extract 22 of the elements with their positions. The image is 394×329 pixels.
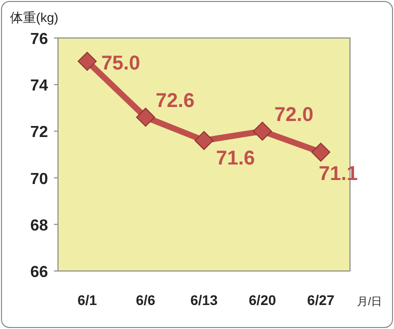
y-tick-label: 66 <box>30 264 48 281</box>
x-axis-title: 月/日 <box>356 296 382 308</box>
x-tick-label: 6/20 <box>248 292 276 308</box>
y-tick-label: 68 <box>30 217 48 234</box>
point <box>136 108 156 127</box>
x-tick-label: 6/6 <box>136 292 156 308</box>
y-axis-title: 体重(kg) <box>10 10 58 25</box>
data-label: 75.0 <box>101 52 140 74</box>
x-tick-label: 6/27 <box>307 292 335 308</box>
data-label: 72.0 <box>274 104 314 126</box>
y-tick-label: 76 <box>30 31 48 48</box>
y-tick-label: 72 <box>30 124 48 142</box>
y-tick-label: 70 <box>30 170 48 188</box>
point <box>194 131 214 150</box>
point <box>311 142 330 162</box>
x-tick-label: 6/13 <box>190 292 218 308</box>
data-label: 72.6 <box>156 90 195 112</box>
data-label: 71.6 <box>216 148 255 170</box>
point <box>252 122 272 141</box>
point <box>78 52 97 71</box>
x-tick-label: 6/1 <box>77 292 98 308</box>
y-tick-label: 74 <box>30 78 48 95</box>
